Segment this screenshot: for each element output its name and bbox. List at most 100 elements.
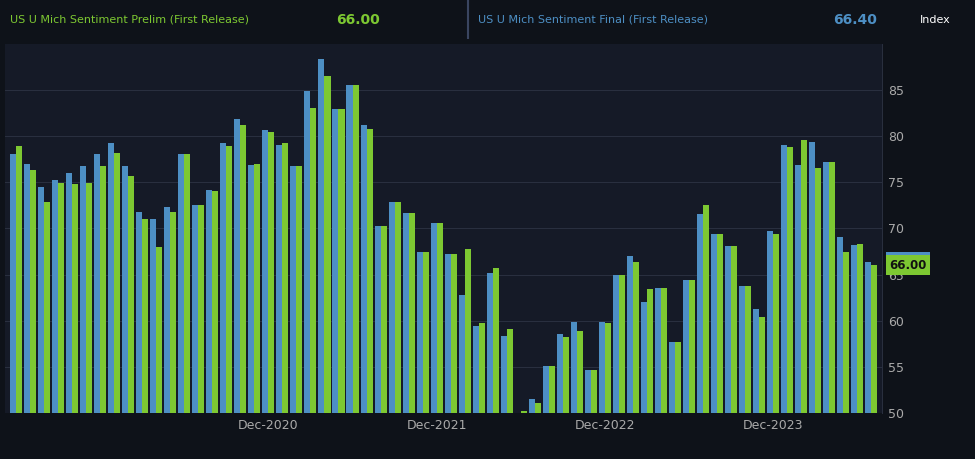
Text: US U Mich Sentiment Prelim (First Release): US U Mich Sentiment Prelim (First Releas… [10, 15, 249, 24]
Bar [613, 275, 619, 459]
Bar [52, 180, 58, 459]
Bar [599, 322, 604, 459]
Bar [675, 342, 681, 459]
Bar [254, 164, 260, 459]
Bar [220, 143, 226, 459]
Bar [703, 205, 709, 459]
Bar [234, 119, 241, 459]
Bar [80, 166, 86, 459]
Bar [450, 254, 456, 459]
Bar [395, 202, 401, 459]
Bar [95, 154, 100, 459]
Bar [479, 324, 485, 459]
Bar [142, 219, 148, 459]
Bar [380, 225, 386, 459]
Bar [10, 154, 17, 459]
Bar [549, 366, 555, 459]
Bar [563, 337, 568, 459]
Bar [534, 403, 541, 459]
Bar [809, 141, 815, 459]
Bar [416, 252, 422, 459]
Bar [66, 173, 72, 459]
Bar [731, 246, 737, 459]
Bar [591, 369, 597, 459]
Bar [619, 275, 625, 459]
Bar [108, 143, 114, 459]
Bar [865, 262, 871, 459]
Bar [655, 288, 661, 459]
Bar [689, 280, 695, 459]
Bar [753, 309, 759, 459]
Bar [851, 245, 857, 459]
Bar [164, 207, 171, 459]
Bar [528, 399, 534, 459]
Bar [100, 166, 106, 459]
Text: 66.40: 66.40 [889, 255, 927, 268]
Bar [262, 129, 268, 459]
Bar [156, 247, 162, 459]
Bar [249, 165, 254, 459]
Bar [711, 234, 717, 459]
Bar [319, 59, 325, 459]
Bar [501, 336, 507, 459]
Bar [871, 265, 878, 459]
Bar [843, 252, 849, 459]
Bar [38, 187, 44, 459]
Bar [44, 202, 50, 459]
Bar [276, 145, 283, 459]
Bar [717, 234, 723, 459]
Bar [745, 285, 751, 459]
Bar [725, 246, 731, 459]
Bar [122, 166, 129, 459]
Bar [570, 322, 577, 459]
Bar [178, 153, 184, 459]
Bar [604, 324, 611, 459]
Bar [367, 129, 372, 459]
Bar [646, 289, 653, 459]
Bar [304, 91, 310, 459]
Bar [213, 191, 218, 459]
Bar [767, 231, 773, 459]
Bar [682, 280, 689, 459]
Bar [431, 223, 437, 459]
Bar [857, 244, 863, 459]
Bar [241, 125, 247, 459]
Bar [669, 342, 675, 459]
Bar [171, 212, 176, 459]
Bar [445, 254, 450, 459]
Bar [353, 85, 359, 459]
Bar [829, 162, 836, 459]
Bar [310, 108, 317, 459]
Bar [346, 85, 353, 459]
Bar [801, 140, 807, 459]
Text: US U Mich Sentiment Final (First Release): US U Mich Sentiment Final (First Release… [478, 15, 708, 24]
Bar [72, 184, 78, 459]
Bar [641, 302, 646, 459]
Bar [787, 147, 793, 459]
Text: 66.00: 66.00 [336, 12, 380, 27]
Bar [543, 366, 549, 459]
Bar [24, 164, 30, 459]
Bar [759, 317, 765, 459]
Bar [507, 329, 513, 459]
Bar [361, 125, 367, 459]
Bar [773, 234, 779, 459]
Bar [291, 166, 296, 459]
Bar [268, 132, 274, 459]
Bar [325, 76, 331, 459]
Bar [58, 183, 64, 459]
Bar [521, 411, 526, 459]
Bar [192, 205, 198, 459]
Bar [283, 143, 289, 459]
Bar [17, 146, 22, 459]
Text: 66.40: 66.40 [834, 12, 878, 27]
Bar [487, 273, 492, 459]
Bar [388, 202, 395, 459]
Bar [422, 252, 429, 459]
Bar [781, 145, 787, 459]
Bar [661, 288, 667, 459]
Bar [409, 213, 414, 459]
Text: Index: Index [919, 15, 951, 24]
Bar [473, 326, 479, 459]
Bar [515, 413, 521, 459]
